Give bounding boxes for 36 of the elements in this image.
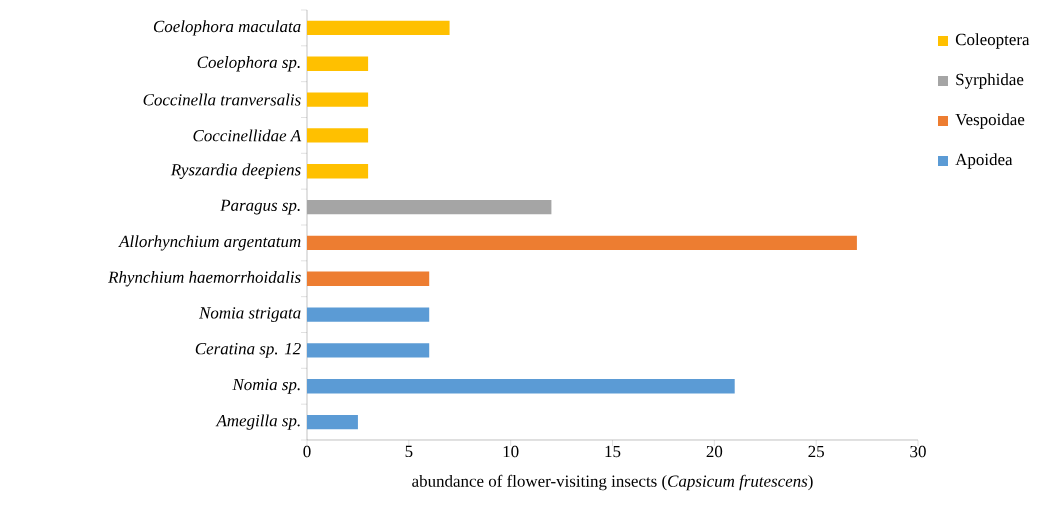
x-tick-label: 25 (808, 445, 824, 458)
x-tick-label: 20 (706, 445, 723, 458)
bar (307, 164, 369, 179)
bar (307, 199, 552, 215)
y-tick-label: Rhynchium haemorrhoidalis (108, 271, 301, 287)
y-tick-label: Allorhynchium argentatum (118, 235, 301, 251)
y-tick-label: Coccinellidae A (193, 129, 302, 142)
legend-label: Apoidea (955, 153, 1013, 169)
y-tick-label: Ryszardia deepiens (170, 163, 301, 179)
legend-label: Vespoidae (955, 113, 1025, 129)
legend-label: Syrphidae (956, 73, 1024, 89)
y-tick-label: Nomia sp. (232, 378, 300, 394)
bar (307, 20, 450, 36)
x-tick-label: 10 (503, 445, 519, 458)
bar (307, 414, 358, 430)
x-tick-label: 30 (910, 445, 926, 458)
y-tick-label: Paragus sp. (220, 199, 300, 215)
x-tick-label: 15 (605, 445, 621, 458)
y-tick-label: Coelophora sp. (197, 56, 300, 72)
bar (307, 92, 369, 107)
bar (307, 379, 735, 394)
bar (307, 307, 430, 322)
y-tick-label: Amegilla sp. (215, 414, 300, 430)
x-tick-label: 5 (405, 445, 413, 458)
y-tick-label: Coelophora maculata (153, 20, 301, 36)
y-tick-label: Coccinella tranversalis (143, 93, 301, 106)
bar (307, 128, 369, 143)
y-tick-label: Ceratina sp. 12 (195, 342, 301, 358)
y-tick-label: Nomia strigata (198, 307, 301, 322)
x-axis-title: abundance of flower-visiting insects (Capsicum frutescens) (412, 474, 813, 491)
legend-label: Coleoptera (955, 33, 1030, 49)
bar (307, 56, 369, 71)
bar (307, 235, 857, 251)
bar (307, 343, 430, 358)
bar (307, 271, 430, 286)
x-tick-label: 0 (303, 445, 311, 458)
